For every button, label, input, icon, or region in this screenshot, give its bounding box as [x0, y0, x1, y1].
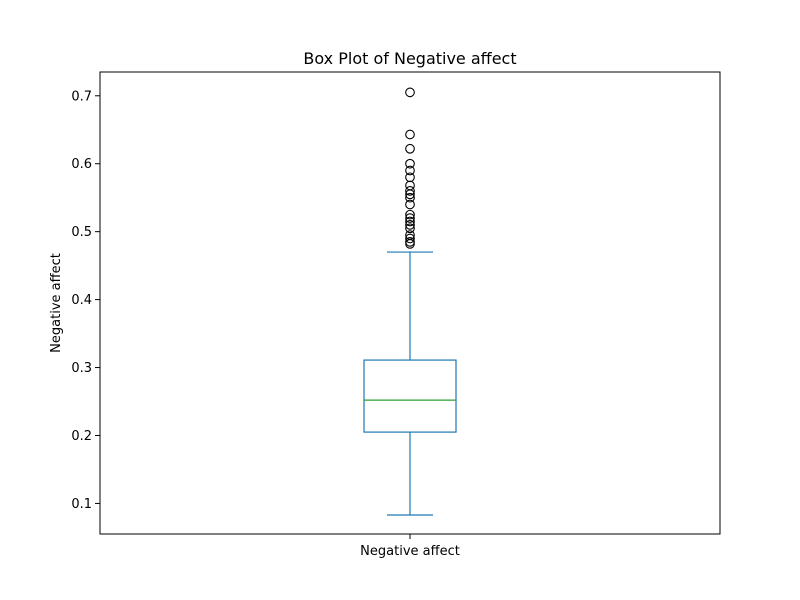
y-tick-label: 0.1: [71, 497, 92, 512]
outlier-point: [405, 165, 415, 176]
outlier-point: [405, 129, 415, 140]
y-tick-label: 0.7: [71, 89, 92, 104]
outlier-point: [405, 87, 415, 98]
chart-title: Box Plot of Negative affect: [303, 49, 516, 68]
outlier-point: [405, 143, 415, 154]
outlier-point: [405, 186, 415, 196]
outlier-point: [405, 223, 415, 234]
outlier-point: [405, 199, 415, 210]
y-tick-label: 0.2: [71, 429, 92, 444]
outlier-point: [405, 216, 415, 227]
y-tick-label: 0.4: [71, 293, 92, 308]
outlier-point: [405, 213, 415, 223]
y-tick-label: 0.5: [71, 225, 92, 240]
x-tick-label: Negative affect: [360, 544, 460, 559]
y-axis-label: Negative affect: [49, 253, 64, 353]
outlier-point: [405, 189, 415, 200]
y-tick-label: 0.3: [71, 361, 92, 376]
outlier-point: [405, 209, 415, 220]
plot-area: 0.1 0.2 0.3 0.4 0.5 0.6 0.7: [71, 71, 721, 539]
outlier-point: [405, 192, 415, 203]
box-iqr: [363, 359, 457, 433]
y-tick-label: 0.6: [71, 157, 92, 172]
outlier-point: [405, 220, 415, 230]
outlier-point: [405, 239, 415, 249]
outlier-point: [405, 233, 415, 244]
outlier-point: [405, 158, 415, 169]
